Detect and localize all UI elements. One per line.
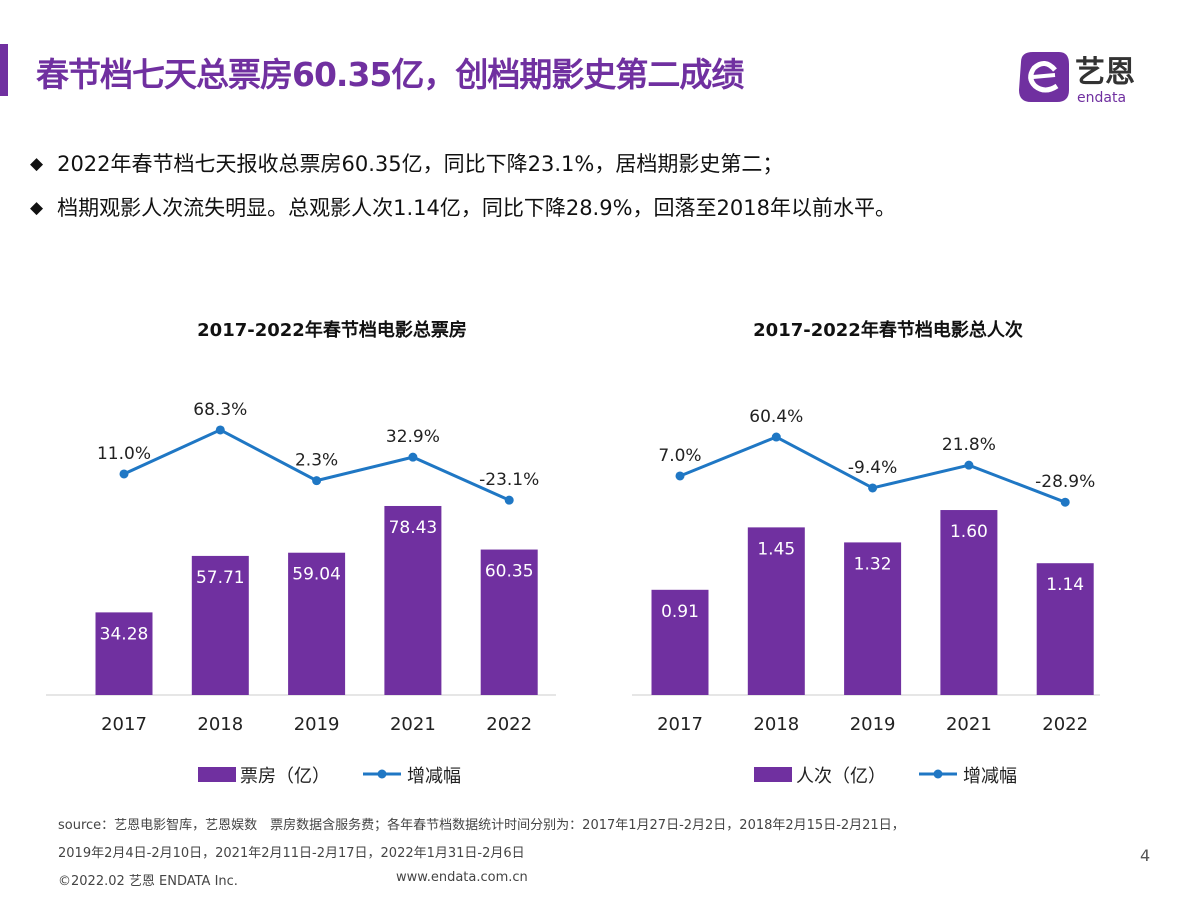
bullet-text: 档期观影人次流失明显。总观影人次1.14亿，同比下降28.9%，回落至2018年… xyxy=(57,196,896,220)
line-point xyxy=(504,495,514,505)
copyright: ©2022.02 艺恩 ENDATA Inc. xyxy=(58,874,238,889)
legend-bar-swatch xyxy=(754,767,792,782)
legend-bar-swatch xyxy=(198,767,236,782)
x-tick-label: 2018 xyxy=(197,714,243,735)
bullet-item: ◆ 2022年春节档七天报收总票房60.35亿，同比下降23.1%，居档期影史第二… xyxy=(30,142,896,186)
bar-data-label: 0.91 xyxy=(661,602,699,622)
bar xyxy=(191,555,249,695)
line-data-label: 21.8% xyxy=(942,435,996,455)
line-data-label: -28.9% xyxy=(1035,472,1095,492)
bar-data-label: 78.43 xyxy=(389,518,438,538)
legend-line-marker xyxy=(377,769,387,779)
bar xyxy=(1036,563,1094,695)
x-tick-label: 2019 xyxy=(850,714,896,735)
bar-data-label: 60.35 xyxy=(485,562,534,582)
bar xyxy=(940,510,998,695)
website-link[interactable]: www.endata.com.cn xyxy=(396,870,528,885)
bar-data-label: 1.45 xyxy=(757,539,795,559)
bar xyxy=(384,505,442,695)
chart-title: 2017-2022年春节档电影总票房 xyxy=(197,319,467,341)
source-note: source：艺恩电影智库，艺恩娱数 票房数据含服务费；各年春节档数据统计时间分… xyxy=(58,812,905,868)
line-point xyxy=(1060,497,1070,507)
bar-data-label: 1.14 xyxy=(1046,575,1084,595)
line-point xyxy=(675,471,685,481)
bullet-list: ◆ 2022年春节档七天报收总票房60.35亿，同比下降23.1%，居档期影史第二… xyxy=(30,142,896,230)
diamond-icon: ◆ xyxy=(30,198,44,218)
bar-data-label: 1.60 xyxy=(950,522,988,542)
page-number: 4 xyxy=(1140,846,1151,865)
line-point xyxy=(771,432,781,442)
source-line: 2019年2月4日-2月10日，2021年2月11日-2月17日，2022年1月… xyxy=(58,846,525,861)
diamond-icon: ◆ xyxy=(30,154,44,174)
svg-text:艺恩: 艺恩 xyxy=(1075,55,1135,90)
bar xyxy=(480,549,538,695)
legend-line-marker xyxy=(933,769,943,779)
svg-text:endata: endata xyxy=(1077,90,1126,106)
line-point xyxy=(215,425,225,435)
bar-data-label: 57.71 xyxy=(196,568,245,588)
x-tick-label: 2019 xyxy=(294,714,340,735)
bar-data-label: 34.28 xyxy=(100,624,149,644)
bar xyxy=(651,589,709,695)
x-tick-label: 2022 xyxy=(486,714,532,735)
bar-data-label: 59.04 xyxy=(292,565,341,585)
line-point xyxy=(964,460,974,470)
line-data-label: 2.3% xyxy=(295,451,338,471)
line-data-label: 60.4% xyxy=(749,407,803,427)
line-data-label: 11.0% xyxy=(97,444,151,464)
endata-logo: 艺恩 endata xyxy=(1019,52,1135,106)
line-data-label: 32.9% xyxy=(386,427,440,447)
page-title: 春节档七天总票房60.35亿，创档期影史第二成绩 xyxy=(36,55,744,94)
line-data-label: -23.1% xyxy=(479,470,539,490)
bullet-item: ◆ 档期观影人次流失明显。总观影人次1.14亿，同比下降28.9%，回落至2018… xyxy=(30,186,896,230)
x-tick-label: 2022 xyxy=(1042,714,1088,735)
bar xyxy=(95,612,153,695)
line-point xyxy=(312,476,322,486)
line-point xyxy=(119,469,129,479)
x-tick-label: 2018 xyxy=(753,714,799,735)
title-accent-bar xyxy=(0,44,8,96)
x-tick-label: 2017 xyxy=(101,714,147,735)
legend-bar-label: 人次（亿） xyxy=(796,766,886,787)
line-point xyxy=(408,452,418,462)
bar-data-label: 1.32 xyxy=(854,554,892,574)
bar xyxy=(747,527,805,695)
x-tick-label: 2017 xyxy=(657,714,703,735)
line-data-label: 68.3% xyxy=(193,400,247,420)
x-tick-label: 2021 xyxy=(390,714,436,735)
legend-bar-label: 票房（亿） xyxy=(240,766,330,787)
bar xyxy=(844,542,902,695)
line-data-label: -9.4% xyxy=(848,458,897,478)
bullet-text: 2022年春节档七天报收总票房60.35亿，同比下降23.1%，居档期影史第二； xyxy=(57,152,784,176)
line-data-label: 7.0% xyxy=(658,446,701,466)
legend-line-label: 增减幅 xyxy=(963,766,1017,787)
x-tick-label: 2021 xyxy=(946,714,992,735)
legend-line-label: 增减幅 xyxy=(407,766,461,787)
bar xyxy=(288,552,346,695)
line-point xyxy=(868,483,878,493)
chart-title: 2017-2022年春节档电影总人次 xyxy=(753,319,1023,341)
source-line: source：艺恩电影智库，艺恩娱数 票房数据含服务费；各年春节档数据统计时间分… xyxy=(58,818,905,833)
